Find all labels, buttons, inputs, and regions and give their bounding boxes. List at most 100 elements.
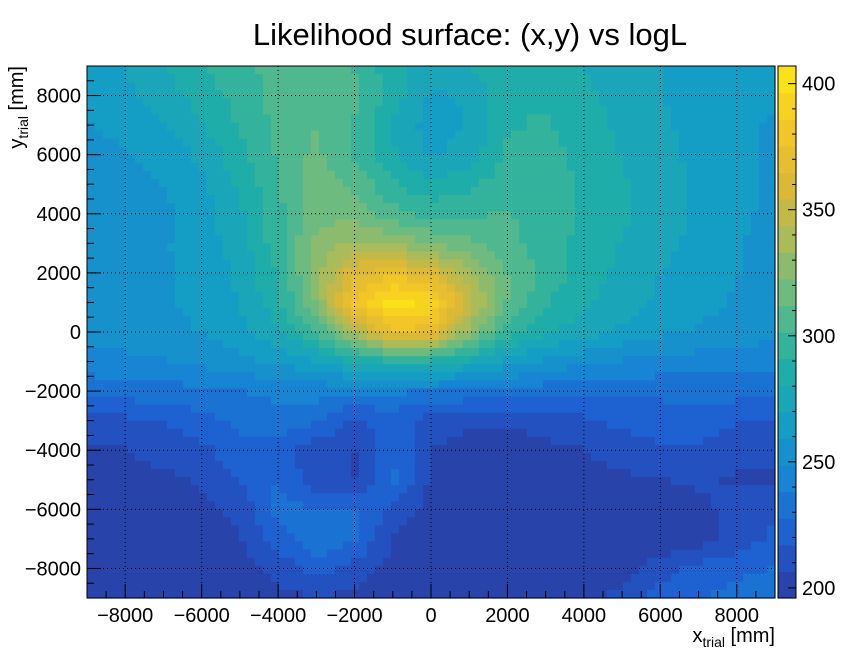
heatmap-cell [519,525,528,535]
heatmap-cell [215,275,224,285]
heatmap-cell [383,138,392,148]
heatmap-cell [183,307,192,317]
heatmap-cell [391,412,400,422]
heatmap-cell [87,412,96,422]
heatmap-cell [335,323,344,333]
heatmap-cell [631,356,640,365]
heatmap-cell [127,452,136,462]
heatmap-cell [695,130,704,140]
heatmap-cell [447,283,456,293]
heatmap-cell [431,299,440,309]
heatmap-cell [359,469,368,478]
heatmap-cell [711,396,720,406]
heatmap-cell [447,130,456,140]
heatmap-cell [535,66,544,75]
heatmap-cell [95,380,104,390]
heatmap-cell [143,404,152,414]
heatmap-cell [695,372,704,381]
heatmap-cell [87,235,96,244]
heatmap-cell [271,267,280,277]
heatmap-cell [591,219,600,228]
heatmap-cell [191,485,200,494]
heatmap-cell [375,219,384,228]
heatmap-cell [671,323,680,333]
heatmap-cell [479,194,488,204]
heatmap-cell [175,364,184,373]
heatmap-cell [463,364,472,373]
heatmap-cell [719,219,728,228]
heatmap-cell [559,211,568,220]
heatmap-cell [735,436,744,446]
heatmap-cell [607,130,616,140]
heatmap-cell [559,436,568,446]
heatmap-cell [127,436,136,446]
heatmap-cell [631,323,640,333]
heatmap-cell [671,509,680,518]
heatmap-cell [199,509,208,518]
heatmap-cell [727,348,736,357]
heatmap-cell [359,194,368,204]
heatmap-cell [127,299,136,309]
heatmap-cell [143,178,152,188]
heatmap-cell [239,66,248,75]
heatmap-cell [415,501,424,510]
heatmap-cell [383,396,392,406]
heatmap-cell [607,74,616,83]
heatmap-cell [503,477,512,486]
heatmap-cell [247,122,256,132]
heatmap-cell [663,388,672,398]
heatmap-cell [679,98,688,107]
heatmap-cell [479,66,488,75]
heatmap-cell [287,452,296,462]
heatmap-cell [327,138,336,148]
heatmap-cell [103,469,112,478]
heatmap-cell [687,436,696,446]
heatmap-cell [623,517,632,527]
heatmap-cell [127,219,136,228]
heatmap-cell [743,114,752,124]
heatmap-cell [503,348,512,357]
heatmap-cell [767,307,776,317]
heatmap-cell [623,332,632,341]
heatmap-cell [295,364,304,373]
heatmap-cell [263,74,272,83]
heatmap-cell [639,525,648,535]
heatmap-cell [343,340,352,349]
heatmap-cell [263,388,272,398]
heatmap-cell [455,485,464,494]
heatmap-cell [375,82,384,91]
heatmap-cell [271,178,280,188]
heatmap-cell [407,380,416,390]
heatmap-cell [311,219,320,228]
heatmap-cell [327,501,336,510]
heatmap-cell [607,275,616,285]
heatmap-cell [407,469,416,478]
heatmap-cell [295,122,304,132]
heatmap-cell [703,98,712,107]
heatmap-cell [215,420,224,430]
heatmap-cell [687,219,696,228]
heatmap-cell [511,82,520,91]
heatmap-cell [631,243,640,252]
heatmap-cell [127,243,136,252]
heatmap-cell [495,178,504,188]
heatmap-cell [671,307,680,317]
heatmap-cell [311,154,320,164]
heatmap-cell [583,154,592,164]
heatmap-cell [511,267,520,277]
heatmap-cell [535,194,544,204]
heatmap-cell [655,396,664,406]
heatmap-cell [583,211,592,220]
heatmap-cell [343,178,352,188]
heatmap-cell [111,211,120,220]
heatmap-cell [127,291,136,301]
heatmap-cell [119,90,128,99]
heatmap-cell [391,114,400,124]
heatmap-cell [199,348,208,357]
heatmap-cell [391,501,400,510]
heatmap-cell [167,219,176,228]
heatmap-cell [759,203,768,212]
heatmap-cell [687,283,696,293]
heatmap-cell [167,315,176,325]
heatmap-cell [591,178,600,188]
